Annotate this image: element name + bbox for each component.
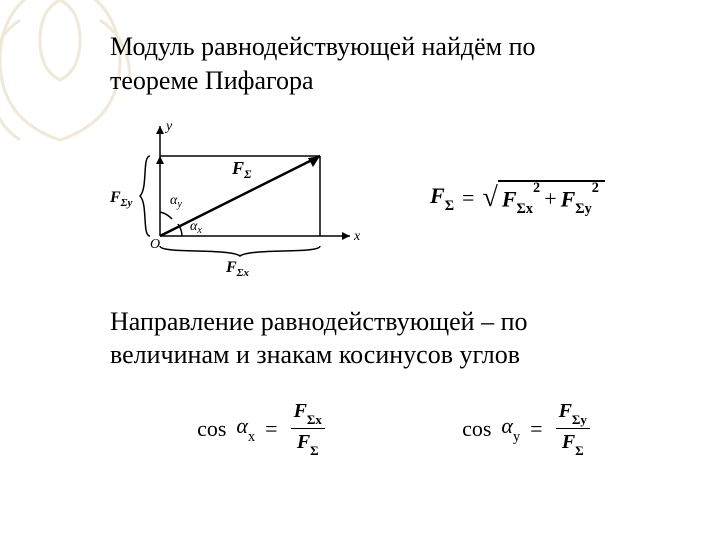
term2-F: F — [561, 186, 576, 211]
origin-label: O — [150, 237, 160, 252]
formula-lhs: FΣ — [430, 183, 454, 213]
alpha-sub: x — [248, 429, 255, 445]
equals-sign: = — [462, 185, 474, 211]
cosine-formulas-row: cos αx = FΣx FΣ cos αy = FΣy — [110, 400, 680, 457]
den-F: F — [562, 431, 575, 453]
fraction: FΣy FΣ — [553, 400, 593, 457]
alpha-x: αx — [236, 413, 255, 443]
heading-2: Направление равнодействующей – по величи… — [110, 305, 680, 373]
equals-sign: = — [265, 416, 277, 442]
term2-sup: 2 — [592, 180, 599, 196]
den-sub: Σ — [310, 443, 319, 458]
num-sub: Σy — [572, 412, 587, 427]
heading-2-line-2: величинам и знакам косинусов углов — [110, 340, 520, 369]
den-sub: Σ — [575, 443, 584, 458]
plus-sign: + — [540, 186, 560, 212]
num-F: F — [559, 400, 572, 422]
numerator: FΣx — [288, 400, 328, 428]
lhs-sub: Σ — [445, 198, 454, 214]
radical-sign: √ — [482, 184, 497, 212]
square-root: √ FΣx2 + FΣy2 — [482, 180, 604, 217]
term1-sub: Σx — [517, 201, 534, 217]
den-F: F — [297, 431, 310, 453]
fs-label: FΣ — [231, 158, 252, 181]
term2-sub: Σy — [575, 201, 592, 217]
fraction: FΣx FΣ — [288, 400, 328, 457]
alpha-sym: α — [236, 413, 248, 438]
diagram-and-formula-row: y x O FΣy FΣx FΣ αy αx FΣ = √ FΣx2 — [110, 116, 680, 281]
cos-alpha-x-formula: cos αx = FΣx FΣ — [197, 400, 328, 457]
term2: FΣy2 — [561, 186, 599, 217]
lhs-F: F — [430, 183, 445, 208]
alpha-x-label: αx — [190, 219, 202, 236]
cos-label: cos — [462, 416, 491, 442]
alpha-sub: y — [513, 429, 520, 445]
radicand: FΣx2 + FΣy2 — [498, 180, 605, 217]
x-axis-label: x — [353, 229, 361, 244]
cos-label: cos — [197, 416, 226, 442]
heading-1: Модуль равнодействующей найдём по теорем… — [110, 30, 680, 98]
vector-diagram: y x O FΣy FΣx FΣ αy αx — [110, 116, 370, 281]
alpha-y: αy — [501, 413, 520, 443]
alpha-y-label: αy — [170, 193, 182, 210]
num-F: F — [294, 400, 307, 422]
y-axis-label: y — [164, 119, 173, 134]
num-sub: Σx — [307, 412, 322, 427]
heading-2-line-1: Направление равнодействующей – по — [110, 307, 528, 336]
cos-alpha-y-formula: cos αy = FΣy FΣ — [462, 400, 593, 457]
pythagoras-formula: FΣ = √ FΣx2 + FΣy2 — [430, 180, 605, 217]
denominator: FΣ — [291, 428, 325, 457]
alpha-sym: α — [501, 413, 513, 438]
denominator: FΣ — [556, 428, 590, 457]
numerator: FΣy — [553, 400, 593, 428]
fsy-label: FΣy — [110, 189, 132, 209]
term1: FΣx2 — [502, 186, 540, 217]
slide-content: Модуль равнодействующей найдём по теорем… — [110, 30, 680, 457]
term1-sup: 2 — [533, 180, 540, 196]
heading-1-line-1: Модуль равнодействующей найдём по — [110, 32, 536, 61]
equals-sign: = — [530, 416, 542, 442]
term1-F: F — [502, 186, 517, 211]
fsx-label: FΣx — [225, 259, 249, 276]
heading-1-line-2: теореме Пифагора — [110, 66, 314, 95]
